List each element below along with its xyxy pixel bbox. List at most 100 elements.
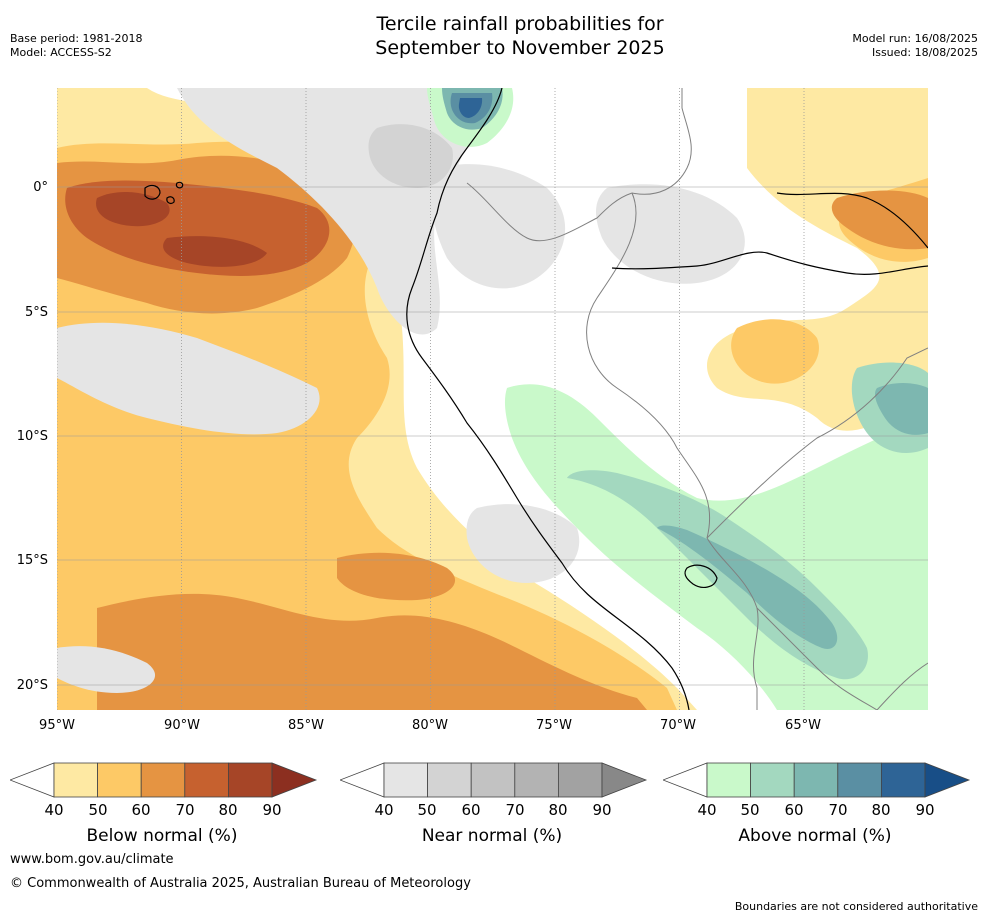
lat-label-0: 0° [33, 180, 48, 195]
cb-above-tick: 60 [784, 801, 804, 819]
metadata-right: Model run: 16/08/2025 Issued: 18/08/2025 [852, 32, 978, 60]
cb-near-tick: 60 [461, 801, 481, 819]
coastlines [144, 88, 928, 710]
colorbar-near-label: Near normal (%) [421, 826, 563, 846]
colorbar-extend-high [601, 762, 648, 798]
colorbar-extend-high [271, 762, 318, 798]
coastline-galapagos-2 [166, 196, 175, 204]
cb-near-tick: 80 [548, 801, 568, 819]
lat-label-15s: 15°S [16, 553, 48, 568]
coastline-galapagos-1 [144, 184, 161, 200]
cb-near-tick: 40 [374, 801, 394, 819]
lon-label-65w: 65°W [785, 718, 821, 733]
coastline-galapagos-3 [175, 181, 184, 189]
cb-above-tick: 90 [915, 801, 935, 819]
title-line-1: Tercile rainfall probabilities for [376, 13, 664, 35]
country-borders [466, 88, 928, 710]
colorbar-swatch [53, 762, 98, 798]
lon-label-90w: 90°W [164, 718, 200, 733]
border-bolivia-brazil [706, 347, 928, 539]
coastline-lake-titicaca [684, 564, 718, 588]
graticule [57, 88, 928, 710]
base-period-text: Base period: 1981-2018 [10, 32, 143, 45]
cb-above-tick: 50 [740, 801, 760, 819]
probability-fill-layer [57, 88, 928, 710]
cb-near-tick: 70 [505, 801, 525, 819]
colorbar-swatch [880, 762, 926, 798]
map-title: Tercile rainfall probabilities for Septe… [0, 12, 988, 60]
lon-label-85w: 85°W [288, 718, 324, 733]
cb-below-tick: 90 [262, 801, 282, 819]
colorbar-above-normal-swatches [661, 762, 971, 798]
colorbar-below-normal [8, 762, 320, 802]
near-normal-50-zone-peru [466, 504, 580, 583]
footer-website: www.bom.gov.au/climate [10, 852, 174, 867]
below-normal-70-south-band [97, 593, 647, 710]
cb-below-tick: 80 [218, 801, 238, 819]
colorbar-swatch [97, 762, 142, 798]
footer-disclaimer: Boundaries are not considered authoritat… [734, 900, 978, 913]
model-run-text: Model run: 16/08/2025 [852, 32, 978, 45]
colorbar-swatch [140, 762, 186, 798]
colorbar-swatch [227, 762, 273, 798]
border-ecuador-peru [466, 182, 633, 242]
cb-above-tick: 40 [697, 801, 717, 819]
title-line-2: September to November 2025 [375, 37, 665, 59]
coastline-east-gulf [776, 192, 928, 249]
below-normal-90-core-2 [163, 236, 267, 267]
border-peru-brazil [586, 192, 711, 539]
cb-below-tick: 50 [88, 801, 108, 819]
cb-near-tick: 90 [592, 801, 612, 819]
coastline-west-south-america [406, 88, 690, 710]
cb-above-tick: 80 [871, 801, 891, 819]
border-bolivia-chile [756, 607, 878, 710]
colorbar-swatch [184, 762, 229, 798]
lat-label-20s: 20°S [16, 678, 48, 693]
border-colombia-brazil [631, 88, 692, 195]
lon-label-80w: 80°W [412, 718, 448, 733]
lon-label-75w: 75°W [536, 718, 572, 733]
border-chile-argentina [876, 662, 928, 710]
colorbar-near-normal [338, 762, 650, 802]
colorbar-below-label: Below normal (%) [86, 826, 238, 846]
above-normal-70-zone-east [874, 383, 928, 435]
near-normal-50-zone-coast [431, 164, 566, 289]
metadata-left: Base period: 1981-2018 Model: ACCESS-S2 [10, 32, 142, 60]
near-normal-60-core [368, 124, 453, 188]
cb-near-tick: 50 [417, 801, 437, 819]
near-normal-50-zone-brazil [595, 184, 745, 284]
colorbar-near-normal-swatches [338, 762, 648, 798]
coastline-amazon-river [611, 251, 928, 275]
above-normal-90-core-north [458, 98, 483, 118]
colorbar-above-normal [661, 762, 973, 802]
colorbar-swatch [470, 762, 516, 798]
colorbar-swatch [793, 762, 839, 798]
cb-below-tick: 40 [44, 801, 64, 819]
near-normal-50-zone-sw [57, 646, 156, 693]
lat-label-5s: 5°S [24, 305, 48, 320]
colorbar-above-label: Above normal (%) [738, 826, 892, 846]
colorbar-swatch [706, 762, 751, 798]
colorbar-below-normal-swatches [8, 762, 318, 798]
map-canvas [57, 88, 928, 710]
cb-above-tick: 70 [828, 801, 848, 819]
colorbar-swatch [514, 762, 559, 798]
footer-copyright: © Commonwealth of Australia 2025, Austra… [10, 876, 471, 891]
cb-below-tick: 70 [175, 801, 195, 819]
colorbar-swatch [427, 762, 472, 798]
below-normal-60-patch-peru [731, 319, 819, 384]
colorbar-extend-low [8, 762, 55, 798]
below-normal-70-east-patch [831, 190, 928, 250]
probability-map [57, 88, 928, 710]
lat-label-10s: 10°S [16, 429, 48, 444]
near-normal-50-zone-west [57, 322, 320, 435]
cb-below-tick: 60 [131, 801, 151, 819]
colorbar-extend-low [661, 762, 708, 798]
below-normal-70-mid-patch [337, 552, 456, 601]
colorbar-swatch [383, 762, 428, 798]
colorbar-extend-low [338, 762, 385, 798]
colorbar-swatch [750, 762, 795, 798]
lon-label-70w: 70°W [660, 718, 696, 733]
lon-label-95w: 95°W [39, 718, 75, 733]
colorbar-swatch [837, 762, 882, 798]
